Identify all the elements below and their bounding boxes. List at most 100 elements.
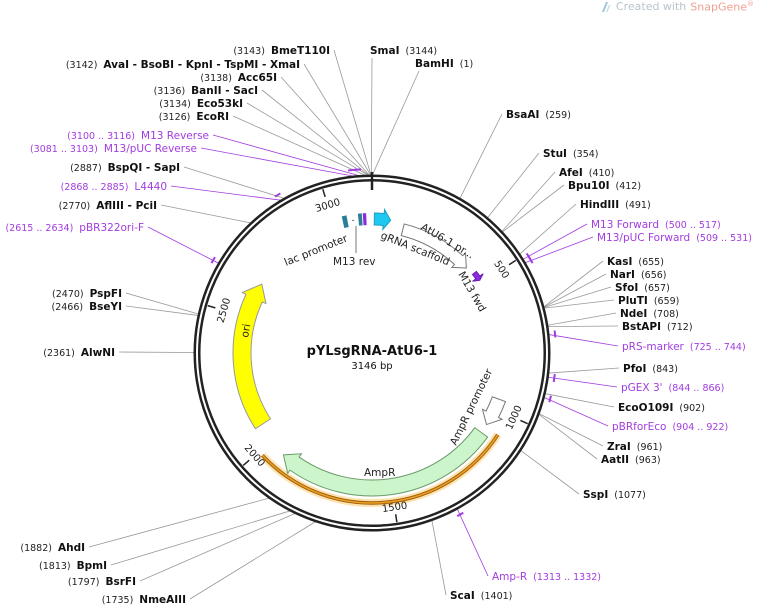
leader-line [110,510,291,566]
enzyme-site-label[interactable]: (2470) PspFI [52,288,122,300]
enzyme-site-label[interactable]: KasI (655) [607,256,664,268]
site-position: (1813) [39,561,71,572]
site-position: (259) [545,110,571,121]
primer-label[interactable]: (2868 .. 2885) L4440 [61,181,167,193]
enzyme-site-label[interactable]: NarI (656) [610,269,667,281]
ampr-arrow[interactable] [282,426,489,497]
primer-label[interactable]: (3100 .. 3116) M13 Reverse [67,130,209,142]
primer-label[interactable]: pBRforEco (904 .. 922) [612,421,728,433]
enzyme-site-label[interactable]: SspI (1077) [583,489,646,501]
feature-label-ori: ori [239,323,253,339]
enzyme-site-label[interactable]: (3142) AvaI - BsoBI - KpnI - TspMI - XmaI [66,59,300,71]
enzyme-site-label[interactable]: HindIII (491) [580,199,651,211]
site-position: (3100 .. 3116) [67,131,135,142]
enzyme-site-label[interactable]: PluTI (659) [618,295,679,307]
primer-mark[interactable] [348,168,357,172]
site-position: (655) [638,257,664,268]
label-lines [88,49,620,600]
enzyme-site-label[interactable]: SfoI (657) [615,282,670,294]
feature-label-m13-fwd: M13 fwd [455,270,488,315]
feature-label-m13-rev: M13 rev [333,256,376,268]
primer-mark[interactable] [552,373,556,383]
enzyme-site-label[interactable]: AatII (963) [601,454,661,466]
tick-label: 1500 [381,501,408,516]
enzyme-site-label[interactable]: (3126) EcoRI [159,111,229,123]
site-position: (659) [654,296,680,307]
enzyme-site-label[interactable]: (2770) AflIII - PciI [59,200,157,212]
enzyme-site-label[interactable]: (2466) BseYI [52,301,122,313]
primer-label[interactable]: M13 Forward (500 .. 517) [591,219,721,231]
site-name: L4440 [134,181,167,193]
site-name: AvaI - BsoBI - KpnI - TspMI - XmaI [103,59,300,71]
enzyme-site-label[interactable]: (1797) BsrFI [68,576,136,588]
primer-mark[interactable] [553,330,557,338]
leader-line [125,292,199,315]
enzyme-site-label[interactable]: NdeI (708) [620,308,679,320]
leader-line [543,260,604,308]
primer-mark[interactable] [274,192,281,198]
enzyme-site-label[interactable]: (1882) AhdI [20,542,85,554]
tick-mark [207,304,216,309]
enzyme-site-label[interactable]: (1735) NmeAIII [102,594,186,606]
primer-label[interactable]: pGEX 3' (844 .. 866) [621,382,724,394]
lac-promoter-block[interactable] [341,215,349,229]
enzyme-site-label[interactable]: (2887) BspQI - SapI [70,162,180,174]
enzyme-site-label[interactable]: BstAPI (712) [622,321,693,333]
primer-mark[interactable] [456,511,464,517]
site-name: AhdI [58,542,85,554]
enzyme-site-label[interactable]: (3136) BanII - SacI [154,85,258,97]
enzyme-site-label[interactable]: AfeI (410) [559,167,614,179]
leader-line [371,70,420,176]
enzyme-site-label[interactable]: BamHI (1) [415,58,473,70]
site-name: Amp-R [492,571,527,583]
leader-line [543,286,612,308]
enzyme-site-label[interactable]: Bpu10I (412) [568,180,641,192]
site-position: (2868 .. 2885) [61,182,129,193]
enzyme-site-label[interactable]: (3138) Acc65I [200,72,277,84]
site-name: BseYI [89,301,122,313]
primer-label[interactable]: M13/pUC Forward (509 .. 531) [597,232,752,244]
site-name: NdeI [620,308,647,320]
site-name: BsrFI [105,576,136,588]
enzyme-site-label[interactable]: StuI (354) [543,148,599,160]
site-name: Eco53kI [197,98,243,110]
site-position: (1077) [614,490,646,501]
tick-label: 500 [491,259,511,281]
leader-line [523,223,588,260]
leader-line [303,63,371,176]
enzyme-site-label[interactable]: SmaI (3144) [370,45,437,57]
grna-scaffold-arrow[interactable] [373,207,392,231]
site-position: (3138) [200,73,232,84]
primer-mark[interactable] [210,256,216,264]
enzyme-site-label[interactable]: (3143) BmeT110I [233,45,330,57]
enzyme-site-label[interactable]: (2361) AlwNI [43,347,115,359]
atu6-promoter-arrow[interactable] [400,223,467,269]
enzyme-site-label[interactable]: (1813) BpmI [39,560,107,572]
enzyme-site-label[interactable]: EcoO109I (902) [618,402,705,414]
primer-label[interactable]: (2615 .. 2634) pBR322ori-F [5,222,144,234]
site-name: SspI [583,489,608,501]
enzyme-site-label[interactable]: PfoI (843) [623,363,678,375]
site-position: (410) [589,168,615,179]
primer-mark[interactable] [548,395,552,403]
primer-label[interactable]: (3081 .. 3103) M13/pUC Reverse [30,143,197,155]
ampr-promoter-arrow[interactable] [481,396,507,426]
primer-label[interactable]: pRS-marker (725 .. 744) [622,341,746,353]
enzyme-site-label[interactable]: ZraI (961) [607,441,662,453]
enzyme-site-label[interactable]: BsaAI (259) [506,109,571,121]
leader-line [544,397,609,427]
leader-line [459,113,503,199]
m13-fwd-arrow[interactable] [471,270,484,282]
site-name: BmeT110I [271,45,330,57]
plasmid-name: pYLsgRNA-AtU6-1 [307,344,438,359]
ori-arrow[interactable] [232,283,272,430]
site-position: (902) [679,403,705,414]
site-name: pGEX 3' [621,382,663,394]
enzyme-site-label[interactable]: ScaI (1401) [450,590,512,602]
primer-label[interactable]: Amp-R (1313 .. 1332) [492,571,601,583]
primer-mark[interactable] [527,255,534,264]
site-name: BpmI [77,560,107,572]
enzyme-site-label[interactable]: (3134) Eco53kI [159,98,243,110]
leader-line [501,171,556,232]
site-position: (3081 .. 3103) [30,144,98,155]
